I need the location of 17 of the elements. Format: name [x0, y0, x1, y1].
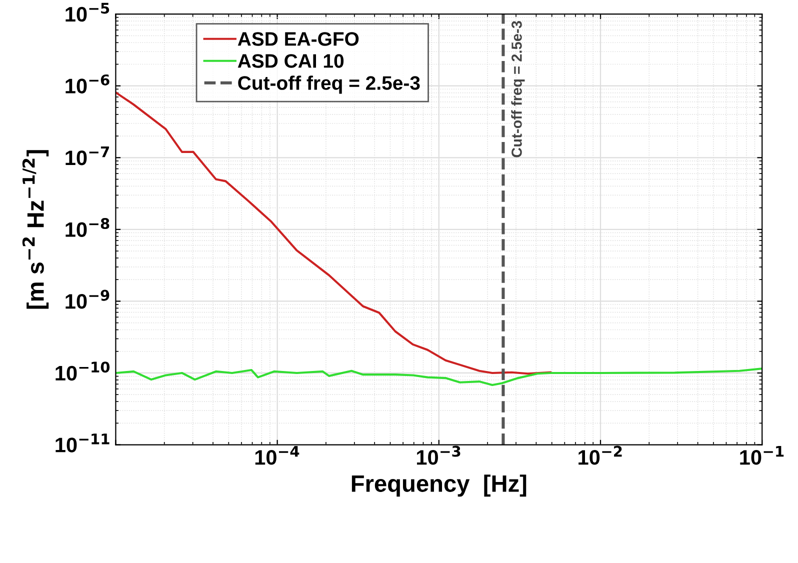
x-tick-label: 10$^{−1}$	[740, 446, 784, 465]
y-axis-title: [m s$^{−2}$ Hz$^{−1/2}$]	[22, 150, 49, 309]
text: Cut-off freq = 2.5e-3	[238, 76, 420, 94]
legend-label: ASD CAI 10	[238, 54, 344, 68]
ref-line-label: Cut-off freq = 2.5e-3	[511, 21, 525, 158]
y-tick-label: 10$^{−8}$	[66, 218, 110, 238]
x-tick-label: 10$^{−4}$	[255, 446, 300, 465]
legend-label: ASD EA-GFO	[238, 32, 359, 46]
x-axis-title: Frequency [Hz]	[352, 474, 526, 497]
y-tick-label: 10$^{−5}$	[66, 2, 110, 22]
y-tick-label: 10$^{−9}$	[66, 290, 110, 309]
x-tick-label: 10$^{−2}$	[578, 446, 622, 465]
y-tick-label: 10$^{−7}$	[66, 146, 109, 166]
y-tick-label: 10$^{−10}$	[56, 362, 110, 381]
x-tick-label: 10$^{−3}$	[416, 446, 460, 465]
y-tick-label: 10$^{−11}$	[56, 434, 110, 452]
y-tick-label: 10$^{−6}$	[66, 74, 110, 94]
